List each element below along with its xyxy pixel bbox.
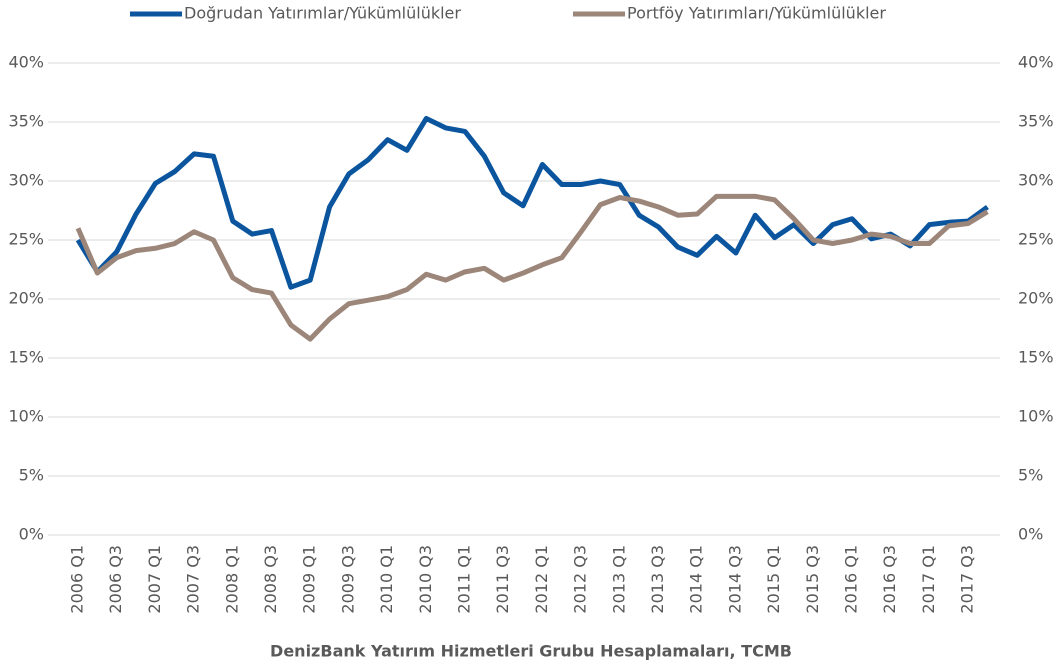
x-tick-label: 2008 Q3 bbox=[261, 545, 280, 614]
y2-tick-label: 25% bbox=[1018, 230, 1054, 249]
x-tick-label: 2011 Q1 bbox=[455, 545, 474, 614]
y2-tick-label: 5% bbox=[1018, 466, 1043, 485]
x-tick-label: 2017 Q1 bbox=[919, 545, 938, 614]
y-tick-label: 20% bbox=[8, 289, 44, 308]
x-tick-label: 2017 Q3 bbox=[958, 545, 977, 614]
x-tick-label: 2008 Q1 bbox=[222, 545, 241, 614]
x-tick-label: 2012 Q3 bbox=[571, 545, 590, 614]
y-tick-label: 5% bbox=[19, 466, 44, 485]
y2-tick-label: 10% bbox=[1018, 407, 1054, 426]
y2-tick-label: 20% bbox=[1018, 289, 1054, 308]
y-tick-label: 40% bbox=[8, 53, 44, 72]
x-tick-label: 2007 Q3 bbox=[184, 545, 203, 614]
x-tick-label: 2011 Q3 bbox=[493, 545, 512, 614]
series-line bbox=[75, 193, 989, 342]
x-tick-label: 2010 Q3 bbox=[416, 545, 435, 614]
series-line bbox=[75, 115, 989, 290]
x-tick-label: 2009 Q1 bbox=[300, 545, 319, 614]
y-tick-label: 10% bbox=[8, 407, 44, 426]
y-tick-label: 30% bbox=[8, 171, 44, 190]
y-tick-label: 0% bbox=[19, 525, 44, 544]
x-tick-label: 2006 Q1 bbox=[68, 545, 87, 614]
x-tick-label: 2014 Q1 bbox=[687, 545, 706, 614]
x-tick-label: 2015 Q1 bbox=[764, 545, 783, 614]
y2-tick-label: 15% bbox=[1018, 348, 1054, 367]
y-tick-label: 35% bbox=[8, 112, 44, 131]
x-tick-label: 2016 Q3 bbox=[880, 545, 899, 614]
y-tick-label: 15% bbox=[8, 348, 44, 367]
y-tick-label: 25% bbox=[8, 230, 44, 249]
y2-tick-label: 0% bbox=[1018, 525, 1043, 544]
x-tick-label: 2016 Q1 bbox=[842, 545, 861, 614]
source-note: DenizBank Yatırım Hizmetleri Grubu Hesap… bbox=[270, 642, 792, 661]
x-tick-label: 2006 Q3 bbox=[106, 545, 125, 614]
x-tick-label: 2009 Q3 bbox=[338, 545, 357, 614]
y2-tick-label: 30% bbox=[1018, 171, 1054, 190]
legend-label: Doğrudan Yatırımlar/Yükümlülükler bbox=[184, 4, 461, 23]
y2-tick-label: 35% bbox=[1018, 112, 1054, 131]
x-tick-label: 2015 Q3 bbox=[803, 545, 822, 614]
y2-tick-label: 40% bbox=[1018, 53, 1054, 72]
x-tick-label: 2014 Q3 bbox=[725, 545, 744, 614]
x-tick-label: 2010 Q1 bbox=[377, 545, 396, 614]
x-tick-label: 2013 Q1 bbox=[609, 545, 628, 614]
x-tick-label: 2007 Q1 bbox=[145, 545, 164, 614]
legend-label: Portföy Yatırımları/Yükümlülükler bbox=[627, 4, 886, 23]
x-tick-label: 2013 Q3 bbox=[648, 545, 667, 614]
x-tick-label: 2012 Q1 bbox=[532, 545, 551, 614]
